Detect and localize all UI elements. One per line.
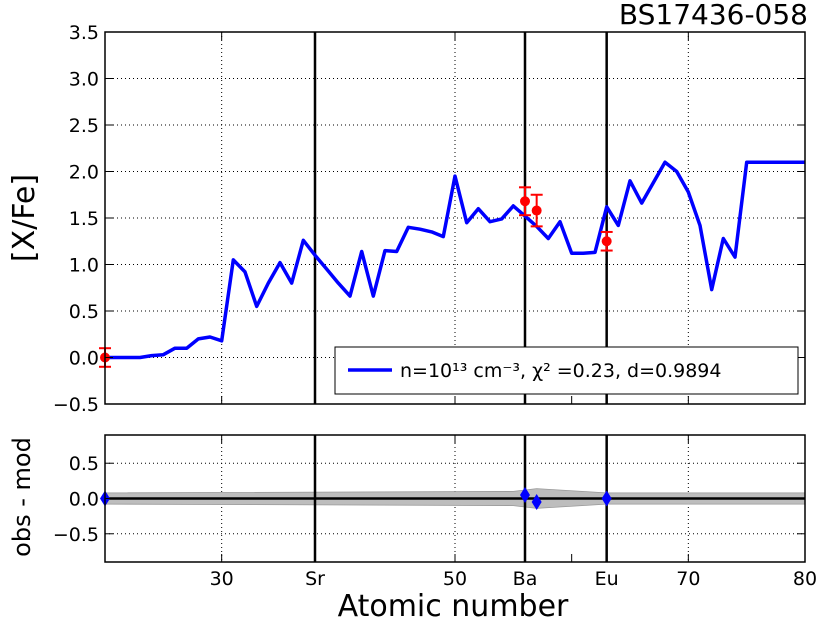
legend-label: n=10¹³ cm⁻³, χ² =0.23, d=0.9894 (400, 360, 722, 382)
legend: n=10¹³ cm⁻³, χ² =0.23, d=0.9894 (334, 346, 799, 395)
xtick-label: 50 (443, 568, 467, 590)
residual-ytick-label: 0.0 (69, 489, 99, 511)
main-observations (99, 186, 613, 368)
main-series (105, 160, 805, 360)
main-panel: −0.5 0.0 0.5 1.0 1.5 2.0 2.5 3.0 3.5 n=10¹³ cm⁻³… (53, 22, 806, 416)
residual-ticks: 30 Sr 50 Ba Eu 70 80 −0.5 0.0 0.5 (53, 435, 817, 590)
main-ytick-label: 0.5 (69, 301, 99, 323)
main-ytick-label: 1.5 (69, 208, 99, 230)
residual-ytick-label: −0.5 (53, 524, 99, 546)
residual-point (601, 490, 612, 507)
chart-title: BS17436-058 (619, 0, 808, 31)
residual-ytick-label: 0.5 (69, 453, 99, 475)
xtick-label: 80 (793, 568, 817, 590)
obs-point (601, 236, 612, 247)
main-ytick-label: 1.0 (69, 255, 99, 277)
xtick-label: Eu (595, 568, 619, 590)
residual-band (104, 488, 806, 509)
residual-point (531, 494, 542, 511)
residual-ylabel: obs - mod (8, 437, 36, 557)
main-ytick-label: 0.0 (69, 348, 99, 370)
xtick-label: Sr (305, 568, 325, 590)
main-ytick-label: 3.5 (69, 22, 99, 44)
model-line (105, 160, 805, 360)
main-ticks: −0.5 0.0 0.5 1.0 1.5 2.0 2.5 3.0 3.5 (53, 22, 806, 416)
main-ytick-label: 2.5 (69, 115, 99, 137)
legend-box (334, 346, 799, 395)
residual-points (100, 435, 612, 562)
main-ytick-label: −0.5 (53, 394, 99, 416)
xtick-label: 70 (676, 568, 700, 590)
main-ytick-label: 3.0 (69, 69, 99, 91)
obs-point (531, 205, 542, 216)
residual-point (520, 486, 530, 503)
obs-point (520, 196, 530, 207)
xlabel: Atomic number (338, 589, 569, 623)
main-ytick-label: 2.0 (69, 162, 99, 184)
residual-panel: 30 Sr 50 Ba Eu 70 80 −0.5 0.0 0.5 (53, 434, 817, 590)
xtick-label: 30 (210, 568, 234, 590)
xtick-label: Ba (513, 568, 538, 590)
main-grid (105, 32, 806, 404)
residual-grid (105, 435, 806, 562)
main-ylabel: [X/Fe] (7, 174, 42, 262)
